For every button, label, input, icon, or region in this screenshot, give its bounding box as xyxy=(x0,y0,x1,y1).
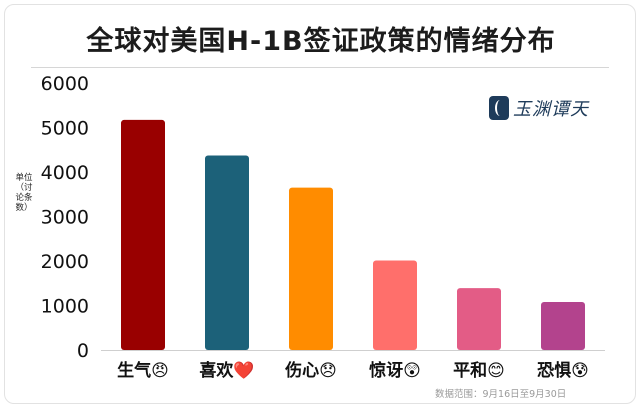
x-category-label: 恐惧😰 xyxy=(537,361,589,381)
x-category-label: 生气😠 xyxy=(117,360,169,381)
y-tick-label: 0 xyxy=(77,340,89,362)
y-tick-label: 2000 xyxy=(41,251,89,273)
bar xyxy=(541,301,585,350)
watermark-text: 玉渊谭天 xyxy=(513,99,589,120)
data-source-note: 数据范围：9月16日至9月30日 xyxy=(435,389,567,400)
title-divider xyxy=(31,67,609,68)
bar xyxy=(289,187,333,350)
chart-title: 全球对美国H-1B签证政策的情绪分布 xyxy=(86,26,556,57)
bar xyxy=(373,260,417,350)
x-category-label: 喜欢❤️ xyxy=(199,360,255,381)
logo-icon xyxy=(489,96,509,120)
x-category-label: 伤心😞 xyxy=(284,360,337,381)
bar xyxy=(205,155,249,350)
watermark-logo: 玉渊谭天 xyxy=(489,95,589,121)
y-tick-label: 1000 xyxy=(41,296,89,318)
y-tick-label: 5000 xyxy=(41,118,89,140)
bar xyxy=(457,288,501,350)
y-tick-label: 3000 xyxy=(41,207,89,229)
bar xyxy=(121,119,165,350)
bar-chart: 0 1000 2000 3000 4000 5000 6000 生气😠 喜欢❤️ 伤心😞 惊讶😲 平和… xyxy=(41,73,605,381)
y-axis-label: 单位（讨论条数） xyxy=(15,173,33,213)
y-tick-label: 4000 xyxy=(41,162,89,184)
chart-card: 全球对美国H-1B签证政策的情绪分布 单位（讨论条数） 玉渊谭天 0 1000 20… xyxy=(4,4,636,404)
x-category-label: 平和😊 xyxy=(453,361,505,381)
x-category-label: 惊讶😲 xyxy=(369,360,421,381)
y-tick-label: 6000 xyxy=(41,73,89,95)
